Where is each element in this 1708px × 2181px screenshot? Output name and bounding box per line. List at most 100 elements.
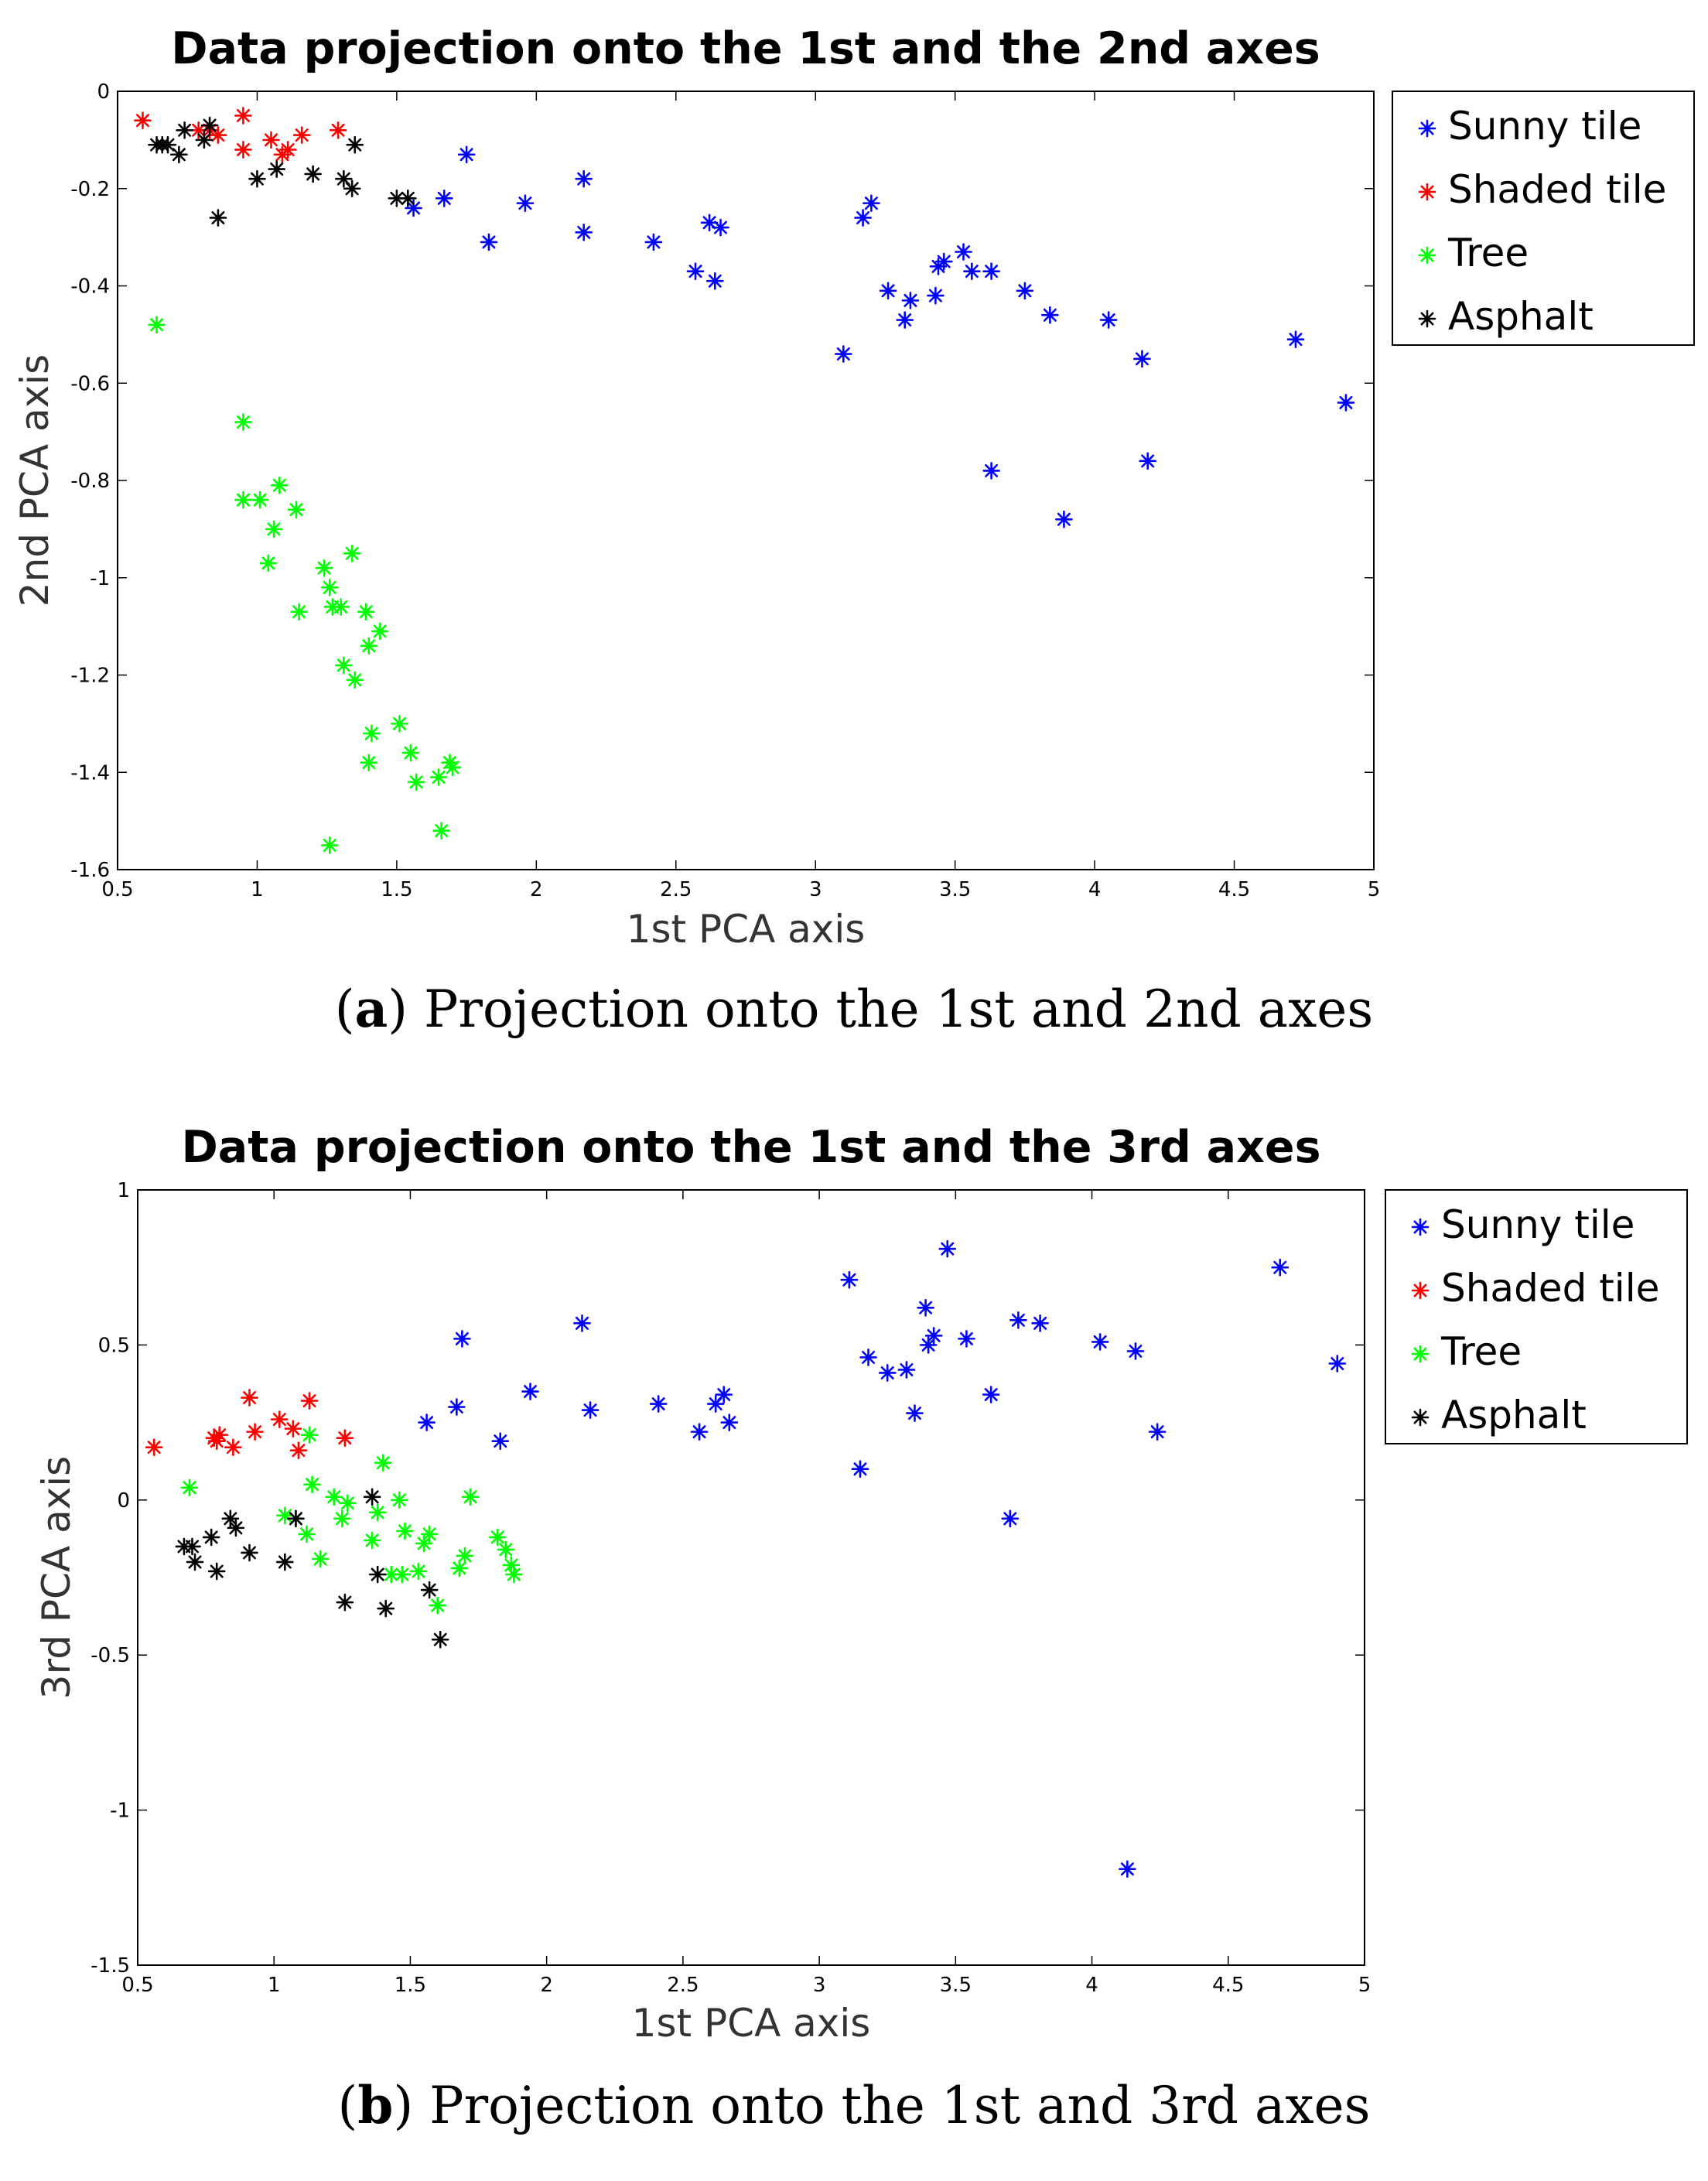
data-point-tree (420, 1525, 439, 1543)
data-point-asphalt (420, 1581, 439, 1599)
data-point-tree (300, 1426, 319, 1444)
data-point-tree (391, 715, 408, 733)
x-tick-label: 1.5 (395, 1974, 426, 1997)
data-point-sunny-tile (840, 1270, 859, 1289)
data-point-sunny-tile (851, 1460, 869, 1478)
data-point-shaded-tile (329, 121, 347, 139)
y-tick-label: -1.4 (70, 761, 110, 785)
x-tick-label: 5 (1368, 878, 1381, 901)
y-tick-label: -0.5 (91, 1644, 130, 1667)
data-point-sunny-tile (649, 1395, 668, 1413)
x-tick-label: 3 (809, 878, 822, 901)
data-point-sunny-tile (938, 1239, 957, 1258)
data-point-sunny-tile (901, 292, 920, 309)
data-point-sunny-tile (1133, 350, 1151, 368)
data-point-asphalt (176, 121, 193, 139)
data-point-shaded-tile (278, 141, 297, 159)
data-point-sunny-tile (835, 345, 852, 363)
x-tick-label: 1.5 (381, 878, 412, 901)
x-tick-label: 4.5 (1212, 1974, 1244, 1997)
data-point-asphalt (195, 131, 214, 149)
data-point-tree (488, 1528, 507, 1547)
data-point-sunny-tile (1148, 1423, 1167, 1441)
data-point-tree (332, 598, 350, 616)
data-point-asphalt (221, 1509, 240, 1528)
legend-label-shaded-tile: Shaded tile (1448, 167, 1666, 212)
data-point-tree (450, 1559, 469, 1578)
data-point-sunny-tile (1126, 1342, 1145, 1360)
data-point-tree (276, 1506, 294, 1525)
legend-label-asphalt: Asphalt (1441, 1393, 1587, 1437)
data-point-sunny-tile (700, 214, 719, 232)
data-point-sunny-tile (1271, 1258, 1290, 1277)
data-point-shaded-tile (190, 121, 207, 139)
data-point-sunny-tile (963, 262, 981, 280)
data-point-asphalt (183, 1537, 201, 1556)
data-point-sunny-tile (897, 1361, 916, 1379)
data-point-tree (298, 1525, 316, 1543)
data-point-tree (429, 768, 448, 786)
data-point-shaded-tile (289, 1441, 308, 1459)
data-point-tree (265, 520, 283, 538)
data-point-sunny-tile (1091, 1333, 1109, 1351)
data-point-sunny-tile (575, 224, 593, 241)
data-point-asphalt (202, 1528, 220, 1547)
data-point-asphalt (343, 179, 361, 198)
data-point-shaded-tile (207, 1432, 226, 1450)
legend-marker-sunny-tile (1411, 1218, 1430, 1236)
data-point-asphalt (363, 1488, 381, 1506)
x-tick-label: 3.5 (940, 1974, 972, 1997)
y-tick-label: 0 (97, 80, 110, 104)
y-tick-label: 0.5 (98, 1334, 130, 1357)
series-asphalt (148, 116, 417, 227)
data-point-sunny-tile (720, 1414, 739, 1431)
y-tick-label: -0.6 (70, 372, 110, 395)
data-point-tree (363, 724, 381, 743)
x-tick-label: 4 (1088, 878, 1102, 901)
y-axis-label-a: 2nd PCA axis (12, 354, 57, 607)
series-sunny-tile (405, 145, 1355, 528)
data-point-sunny-tile (1055, 511, 1073, 528)
data-point-asphalt (399, 190, 417, 207)
data-point-sunny-tile (896, 311, 914, 329)
data-point-asphalt (227, 1519, 245, 1537)
data-point-asphalt (304, 165, 322, 183)
data-point-tree (505, 1565, 523, 1584)
legend-b: Sunny tile Shaded tile Tree Asphalt (1385, 1189, 1688, 1444)
scatter-chart-a: Data projection onto the 1st and the 2nd… (12, 23, 1695, 952)
data-point-shaded-tile (300, 1392, 319, 1410)
data-point-sunny-tile (1001, 1509, 1020, 1528)
y-tick-label: 0 (117, 1489, 130, 1513)
data-point-tree (443, 758, 462, 777)
data-point-tree (320, 836, 339, 854)
y-tick-label: -1.6 (70, 859, 110, 882)
data-point-tree (320, 579, 339, 597)
data-point-shaded-tile (234, 141, 252, 159)
data-point-sunny-tile (581, 1401, 600, 1419)
data-point-sunny-tile (859, 1349, 877, 1366)
data-point-asphalt (241, 1543, 258, 1562)
x-tick-label: 4 (1085, 1974, 1098, 1997)
legend-marker-asphalt (1418, 309, 1436, 328)
legend-marker-asphalt (1411, 1408, 1430, 1427)
data-point-tree (393, 1565, 412, 1584)
caption-b-text: Projection onto the 1st and 3rd axes (429, 2076, 1371, 2135)
data-point-sunny-tile (480, 233, 498, 251)
data-point-sunny-tile (1337, 394, 1355, 412)
data-point-asphalt (287, 1509, 305, 1528)
legend-label-sunny-tile: Sunny tile (1448, 104, 1641, 149)
data-point-tree (396, 1522, 414, 1540)
data-point-sunny-tile (919, 1336, 938, 1354)
data-point-tree (303, 1475, 321, 1494)
data-point-shaded-tile (234, 107, 252, 125)
data-point-asphalt (200, 116, 219, 135)
scatter-chart-b: Data projection onto the 1st and the 3rd… (34, 1122, 1688, 2046)
legend-marker-shaded-tile (1418, 183, 1436, 201)
data-point-tree (339, 1494, 357, 1513)
data-point-tree (234, 491, 252, 509)
data-point-sunny-tile (706, 272, 724, 290)
data-point-tree (343, 545, 361, 562)
data-point-sunny-tile (575, 169, 593, 188)
caption-a-letter: a (354, 979, 388, 1039)
x-tick-label: 0.5 (121, 1974, 153, 1997)
